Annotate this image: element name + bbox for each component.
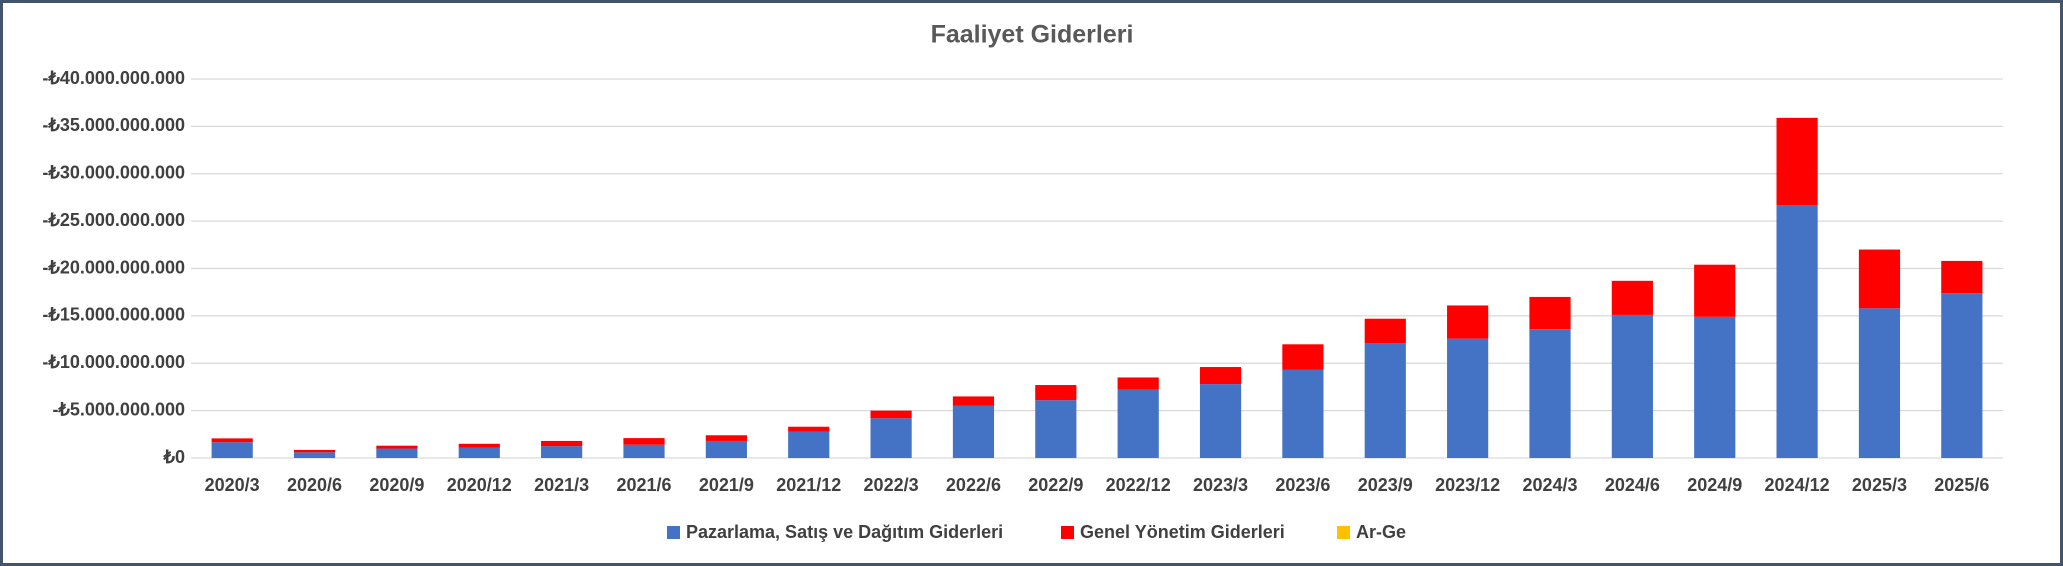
bar-segment bbox=[211, 442, 253, 458]
bar-segment bbox=[623, 444, 665, 458]
bar-segment bbox=[293, 449, 336, 453]
x-tick-label: 2020/6 bbox=[287, 475, 342, 495]
x-tick-label: 2022/6 bbox=[946, 475, 1001, 495]
x-tick-label: 2023/12 bbox=[1435, 475, 1500, 495]
bar-segment bbox=[870, 418, 912, 458]
bar-segment bbox=[1529, 329, 1571, 458]
bar-segment bbox=[1199, 384, 1242, 458]
bar-segment bbox=[1776, 205, 1818, 458]
x-tick-label: 2020/12 bbox=[447, 475, 512, 495]
x-tick-label: 2022/9 bbox=[1028, 475, 1083, 495]
bar-segment bbox=[376, 445, 418, 449]
bar-segment bbox=[1694, 316, 1736, 458]
x-tick-label: 2021/6 bbox=[616, 475, 671, 495]
bar-segment bbox=[1858, 308, 1901, 458]
legend-label: Pazarlama, Satış ve Dağıtım Giderleri bbox=[686, 522, 1003, 542]
bar-segment bbox=[211, 438, 253, 443]
bar-segment bbox=[1199, 367, 1242, 385]
y-tick-label: -₺5.000.000.000 bbox=[52, 399, 185, 419]
bar-segment bbox=[1282, 369, 1324, 458]
bar-segment bbox=[1035, 385, 1077, 401]
legend-swatch bbox=[667, 526, 680, 539]
bar-segment bbox=[1776, 117, 1818, 206]
bar-segment bbox=[952, 396, 995, 406]
bar-segment bbox=[1364, 318, 1406, 344]
bar-segment bbox=[952, 405, 995, 458]
y-tick-label: -₺30.000.000.000 bbox=[42, 163, 185, 183]
bar-segment bbox=[1447, 338, 1489, 458]
bar-segment bbox=[1364, 343, 1406, 458]
bar-segment bbox=[1611, 280, 1653, 315]
x-tick-label: 2021/3 bbox=[534, 475, 589, 495]
x-tick-label: 2024/3 bbox=[1522, 475, 1577, 495]
y-tick-label: -₺10.000.000.000 bbox=[42, 352, 185, 372]
x-tick-label: 2024/6 bbox=[1605, 475, 1660, 495]
y-tick-label: -₺40.000.000.000 bbox=[42, 68, 185, 88]
bar-segment bbox=[1282, 344, 1324, 370]
bar-segment bbox=[1035, 400, 1077, 458]
y-tick-label: -₺20.000.000.000 bbox=[42, 257, 185, 277]
x-tick-label: 2021/12 bbox=[776, 475, 841, 495]
x-tick-label: 2020/9 bbox=[369, 475, 424, 495]
bar-segment bbox=[376, 448, 418, 458]
x-tick-label: 2020/3 bbox=[205, 475, 260, 495]
x-tick-label: 2024/9 bbox=[1687, 475, 1742, 495]
bar-segment bbox=[541, 440, 583, 447]
x-tick-label: 2024/12 bbox=[1765, 475, 1830, 495]
legend-swatch bbox=[1061, 526, 1074, 539]
bar-segment bbox=[788, 431, 830, 458]
bar-segment bbox=[541, 446, 583, 458]
legend-swatch bbox=[1337, 526, 1350, 539]
x-tick-label: 2022/12 bbox=[1106, 475, 1171, 495]
bar-segment bbox=[705, 440, 747, 458]
legend-label: Ar-Ge bbox=[1356, 522, 1406, 542]
x-tick-label: 2025/3 bbox=[1852, 475, 1907, 495]
bar-segment bbox=[870, 410, 912, 419]
y-tick-label: -₺15.000.000.000 bbox=[42, 305, 185, 325]
bar-segment bbox=[1117, 389, 1159, 458]
bar-segment bbox=[1941, 293, 1983, 458]
y-tick-label: -₺35.000.000.000 bbox=[42, 115, 185, 135]
bar-segment bbox=[623, 438, 665, 445]
chart-title: Faaliyet Giderleri bbox=[931, 21, 1134, 49]
legend-label: Genel Yönetim Giderleri bbox=[1080, 522, 1285, 542]
bar-segment bbox=[788, 426, 830, 432]
x-tick-label: 2023/9 bbox=[1358, 475, 1413, 495]
bar-segment bbox=[458, 443, 500, 448]
bar-segment bbox=[293, 452, 336, 458]
x-tick-label: 2021/9 bbox=[699, 475, 754, 495]
bar-segment bbox=[1611, 314, 1653, 458]
y-tick-label: -₺25.000.000.000 bbox=[42, 210, 185, 230]
bar-segment bbox=[1694, 264, 1736, 317]
x-tick-label: 2023/3 bbox=[1193, 475, 1248, 495]
x-tick-label: 2022/3 bbox=[864, 475, 919, 495]
bar-segment bbox=[458, 447, 500, 458]
bar-segment bbox=[1858, 249, 1901, 309]
y-tick-label: ₺0 bbox=[163, 447, 185, 467]
bar-segment bbox=[705, 435, 747, 441]
x-tick-label: 2023/6 bbox=[1275, 475, 1330, 495]
bar-segment bbox=[1117, 377, 1159, 390]
bar-segment bbox=[1941, 260, 1983, 294]
bar-segment bbox=[1529, 296, 1571, 330]
x-tick-label: 2025/6 bbox=[1934, 475, 1989, 495]
bar-segment bbox=[1447, 305, 1489, 339]
